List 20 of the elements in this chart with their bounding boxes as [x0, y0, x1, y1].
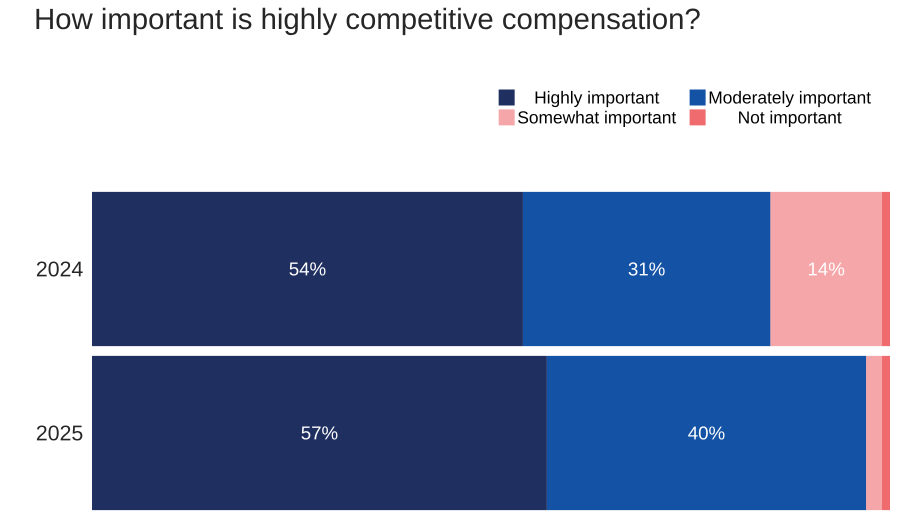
- bar: [882, 356, 890, 510]
- bar: [92, 192, 523, 346]
- bar: [522, 192, 770, 346]
- bar: [866, 356, 882, 510]
- data-label: 40%: [688, 426, 724, 440]
- data-label: 54%: [290, 262, 326, 276]
- legend-label: Moderately important: [710, 90, 871, 108]
- legend-label: Somewhat important: [518, 110, 676, 127]
- y-tick-label: 2025: [36, 425, 82, 441]
- bar: [92, 356, 547, 510]
- y-tick-label: 2024: [36, 261, 83, 277]
- bar: [882, 192, 890, 346]
- bar: [770, 192, 882, 346]
- chart-title: How important is highly competitive compensation?: [36, 8, 700, 36]
- legend-label: Not important: [739, 110, 842, 127]
- data-label: 57%: [302, 426, 338, 440]
- bar: [546, 356, 866, 510]
- data-label: 14%: [808, 262, 844, 276]
- data-label: 31%: [628, 262, 665, 276]
- legend-label: Highly important: [536, 90, 660, 108]
